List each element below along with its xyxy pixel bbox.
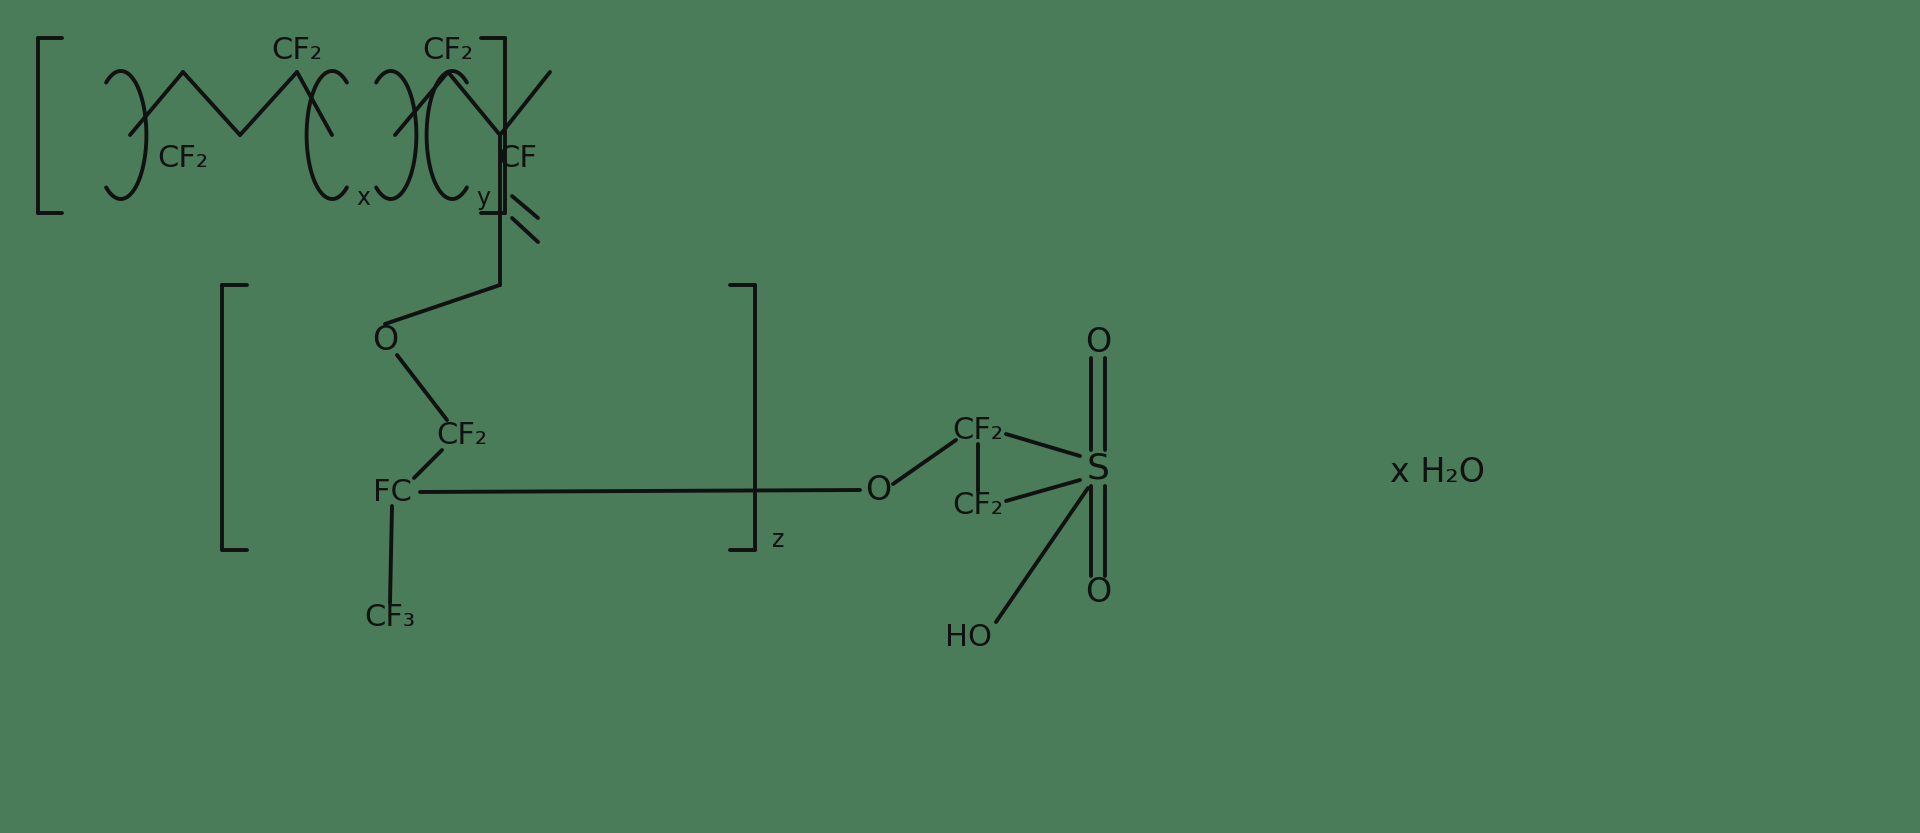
Text: CF₃: CF₃: [365, 603, 415, 632]
Text: CF₂: CF₂: [271, 36, 323, 64]
Text: z: z: [772, 528, 783, 552]
Text: FC: FC: [372, 477, 411, 506]
Text: y: y: [476, 186, 490, 210]
Text: x: x: [355, 186, 371, 210]
Text: CF₂: CF₂: [422, 36, 474, 64]
Text: CF₂: CF₂: [952, 416, 1004, 445]
Text: CF₂: CF₂: [157, 143, 209, 172]
Text: O: O: [1085, 576, 1112, 608]
Text: O: O: [1085, 326, 1112, 358]
Text: S: S: [1087, 451, 1110, 485]
Text: x H₂O: x H₂O: [1390, 456, 1486, 488]
Text: CF₂: CF₂: [952, 491, 1004, 520]
Text: CF₂: CF₂: [436, 421, 488, 450]
Text: CF: CF: [499, 143, 538, 172]
Text: HO: HO: [945, 623, 991, 652]
Text: O: O: [372, 323, 397, 357]
Text: O: O: [864, 473, 891, 506]
